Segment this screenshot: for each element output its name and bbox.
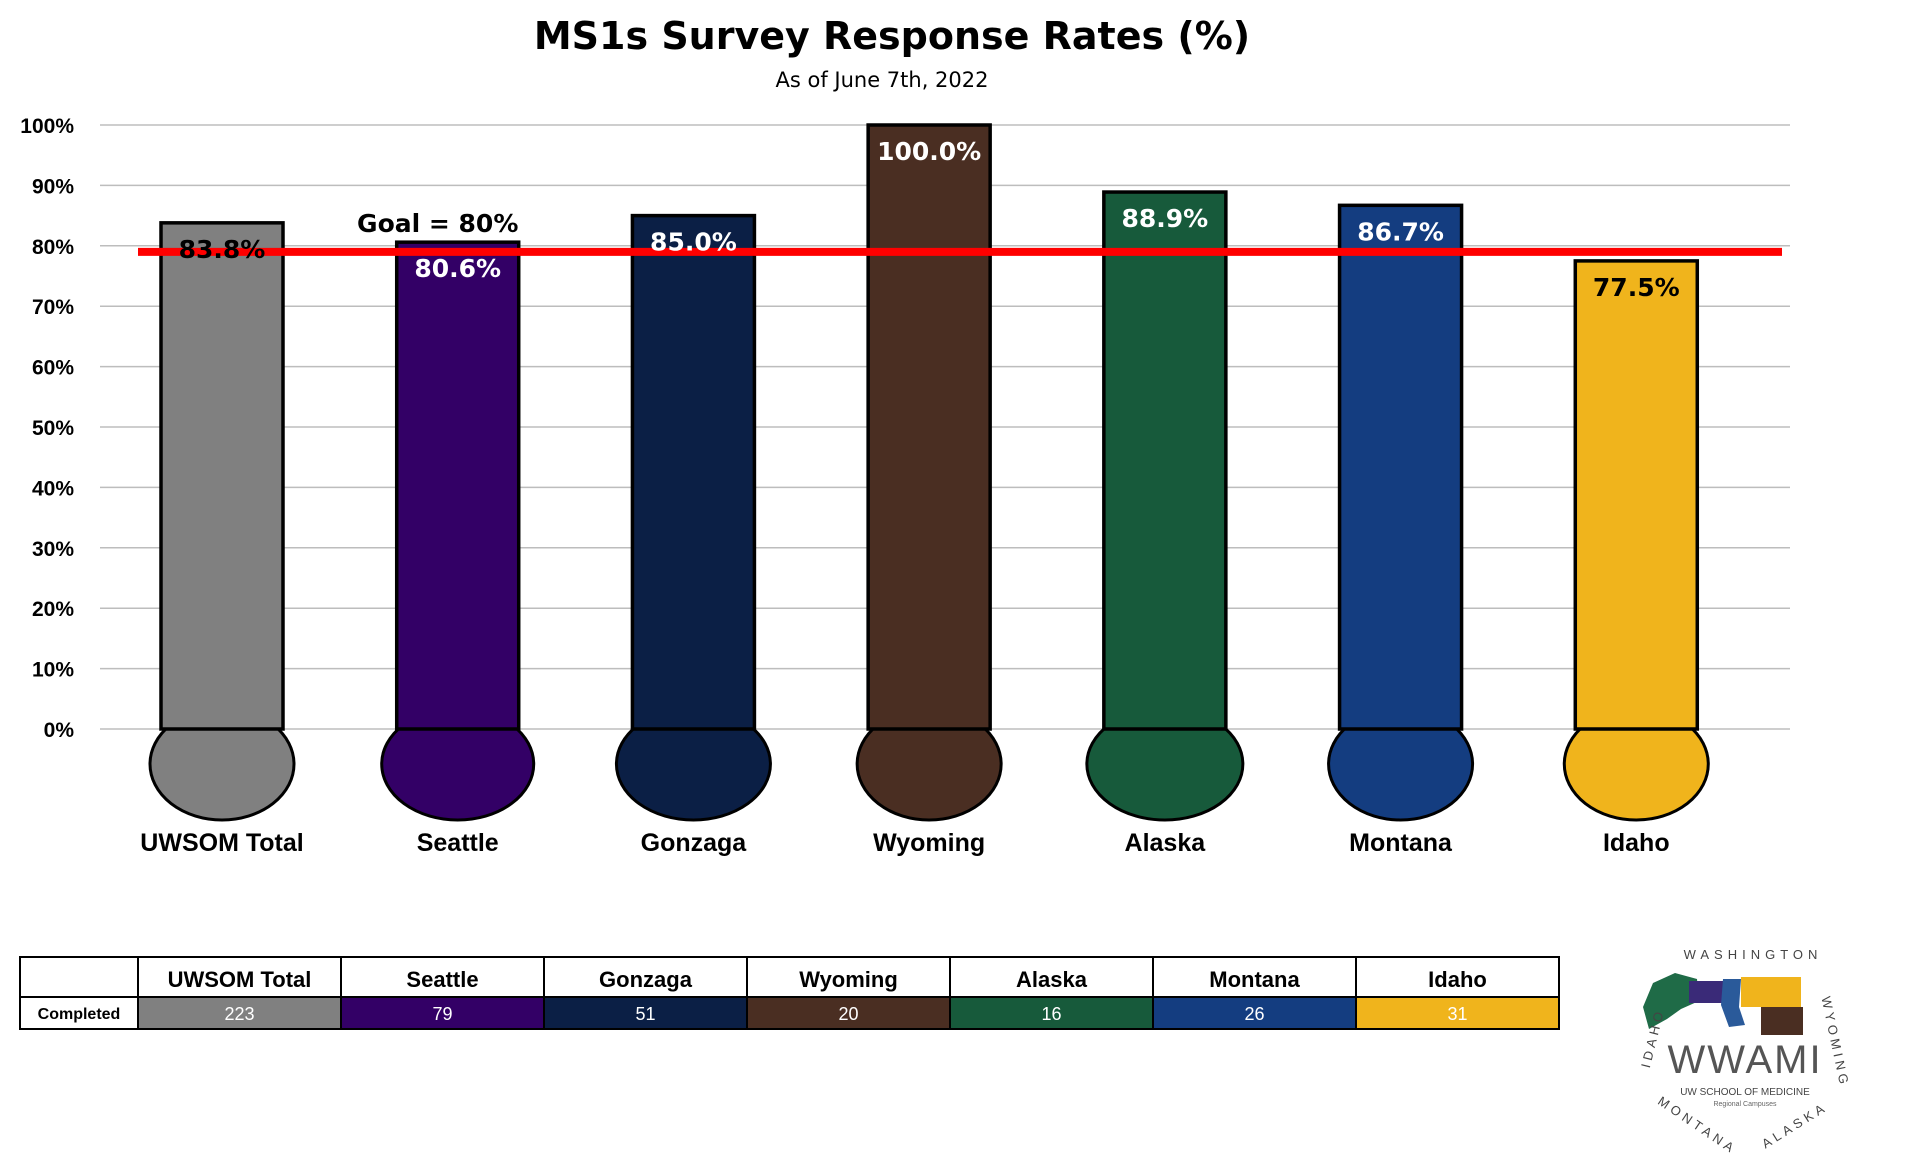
y-axis-ticks: 0% 10% 20% 30% 40% 50% 60% 70% 80% 90% 100% [20,115,74,742]
table-value: 20 [838,1004,858,1024]
bar [394,240,521,731]
table-value: 51 [635,1004,655,1024]
wwami-logo: WWAMI UW SCHOOL OF MEDICINE Regional Cam… [1627,927,1863,1158]
x-tick-label: Idaho [1603,829,1670,857]
logo-wwami-text: WWAMI [1667,1038,1822,1082]
y-tick-label: 0% [44,719,75,742]
table-cell [543,996,748,1030]
data-label: 85.0% [650,228,737,257]
bar [1102,190,1228,731]
chart-subtitle: As of June 7th, 2022 [775,68,988,92]
table-value: 31 [1447,1004,1467,1024]
goal-line-group: Goal = 80% [138,209,1782,256]
table-value: 26 [1244,1004,1264,1024]
table-header: Seattle [406,967,478,992]
bar [866,123,992,731]
table-value: 16 [1041,1004,1061,1024]
y-tick-label: 100% [20,115,74,138]
table-header: Wyoming [799,967,898,992]
map-icon [1643,973,1803,1035]
data-label: 83.8% [179,235,266,264]
table-value: 223 [224,1004,254,1024]
table-corner-cell [19,956,139,998]
bar [1573,259,1700,731]
bar [159,221,285,731]
x-tick-label: Montana [1349,829,1453,857]
data-label: 80.6% [414,254,501,283]
y-tick-label: 30% [32,538,74,561]
x-tick-label: Gonzaga [641,829,748,857]
table-header: UWSOM Total [168,967,312,992]
table-cell [1355,996,1560,1030]
data-label: 88.9% [1121,204,1208,233]
y-tick-label: 20% [32,598,74,621]
y-tick-label: 60% [32,357,74,380]
y-tick-label: 70% [32,296,74,319]
data-label: 77.5% [1593,273,1680,302]
y-tick-label: 80% [32,236,74,259]
chart-title: MS1s Survey Response Rates (%) [534,14,1250,58]
x-tick-label: Alaska [1125,829,1207,857]
table-cell [746,996,951,1030]
x-tick-label: Wyoming [873,829,985,857]
logo-ring-washington: WASHINGTON [1684,947,1823,962]
completed-table: Completed UWSOM Total 223 Seattle 79 Gonzaga 5… [19,956,1560,1030]
bar [1337,203,1464,731]
goal-label: Goal = 80% [357,209,518,238]
value-labels: 83.8% 80.6% 85.0% 100.0% 88.9% 86.7% 77.5% [179,137,1680,302]
bar [630,213,757,731]
table-header: Alaska [1016,967,1088,992]
table-row-label: Completed [38,1006,121,1023]
logo-campuses-line: Regional Campuses [1713,1101,1777,1108]
x-tick-label: UWSOM Total [140,829,303,857]
table-header-cell [949,956,1154,998]
table-cell [340,996,545,1030]
table-header: Montana [1209,967,1300,992]
table-header-cell [543,956,748,998]
table-value: 79 [432,1004,452,1024]
table-cell [949,996,1154,1030]
table-cell [1152,996,1357,1030]
y-tick-label: 90% [32,175,74,198]
y-tick-label: 40% [32,477,74,500]
category-labels: UWSOM Total Seattle Gonzaga Wyoming Alaska Mo… [140,829,1669,857]
y-tick-label: 10% [32,659,74,682]
bars [148,123,1710,822]
data-label: 100.0% [877,137,981,166]
logo-school-line: UW SCHOOL OF MEDICINE [1680,1087,1810,1098]
x-tick-label: Seattle [417,829,499,857]
table-header: Idaho [1428,967,1487,992]
table-cell [137,996,342,1030]
data-label: 86.7% [1357,217,1444,246]
y-tick-label: 50% [32,417,74,440]
table-header: Gonzaga [599,967,693,992]
table-header-cell [137,956,342,998]
